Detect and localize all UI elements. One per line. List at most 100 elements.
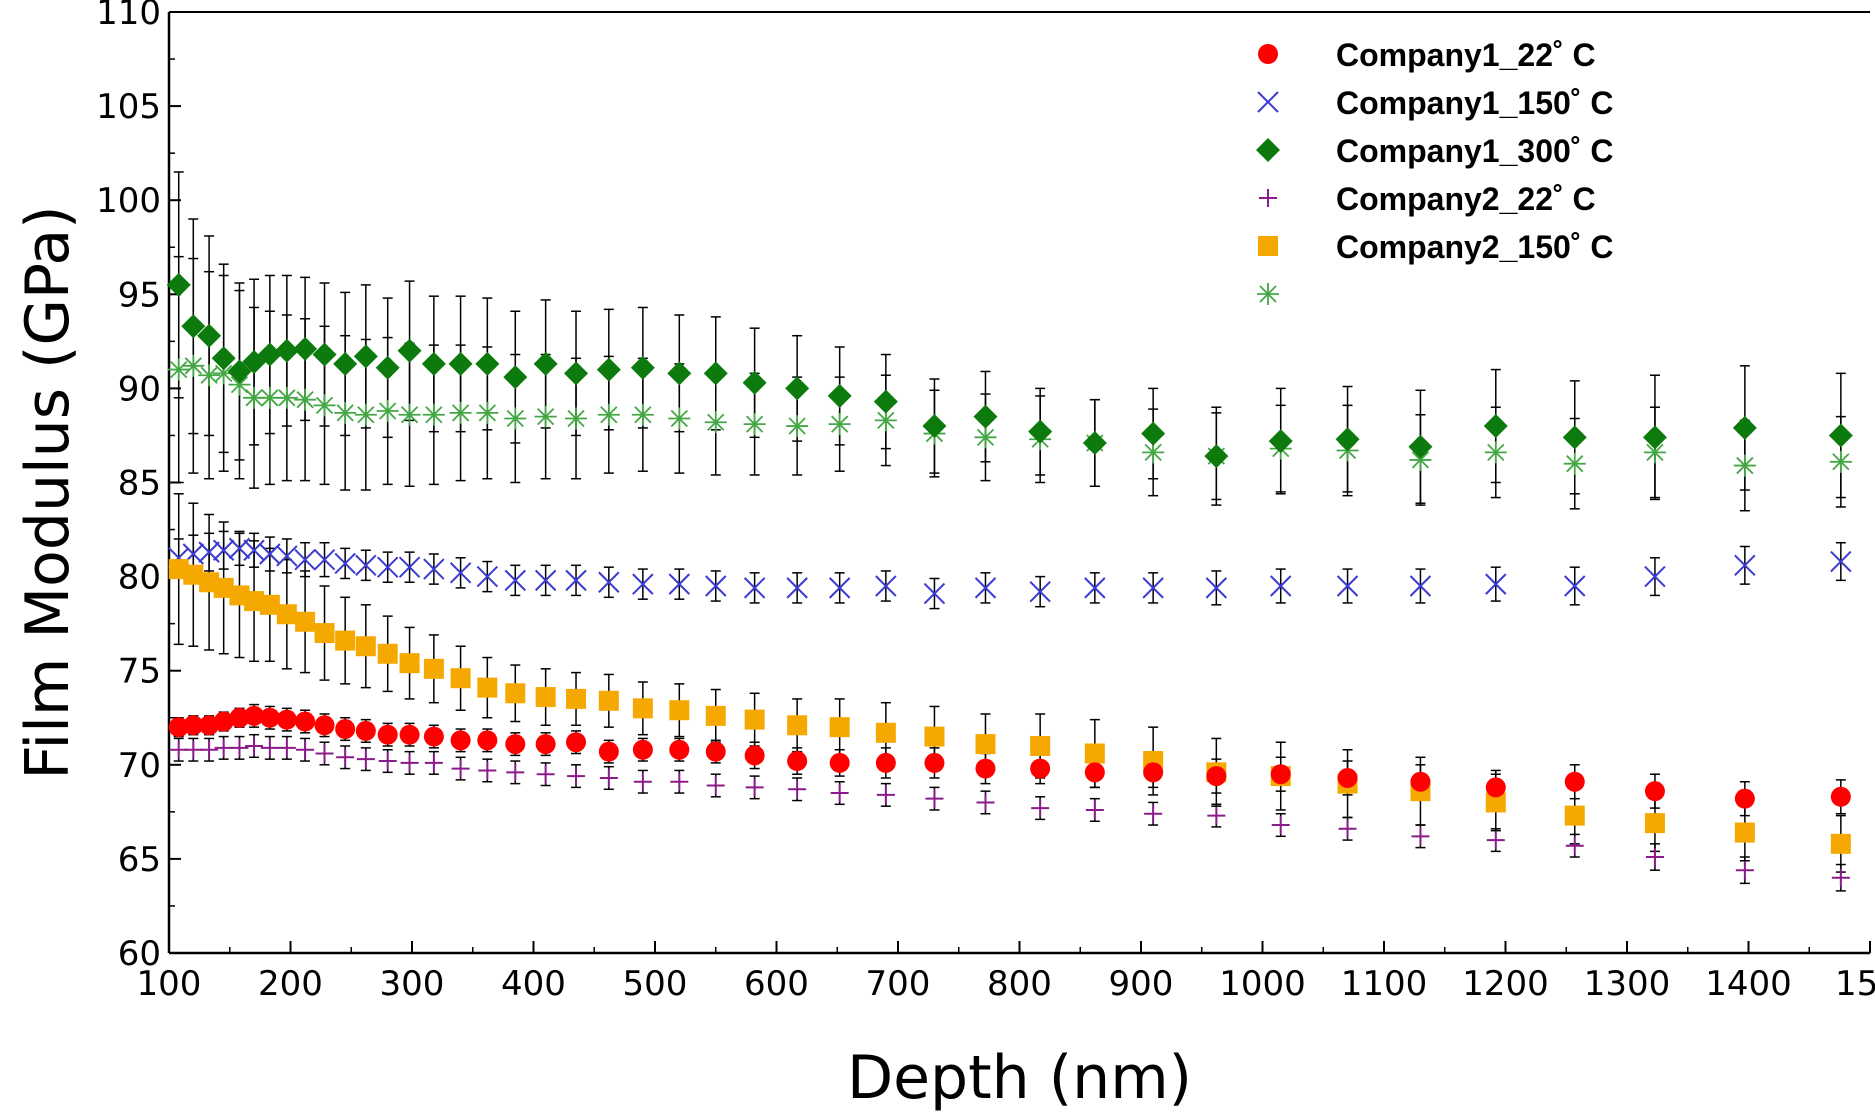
data-point [505,734,526,755]
data-point [975,758,996,779]
data-point [335,719,356,740]
legend-marker [1259,189,1277,207]
marker-shape [1258,236,1278,256]
data-point [1734,788,1755,809]
marker-shape [1084,743,1105,764]
data-point [448,351,473,376]
marker-shape [1204,444,1229,469]
marker-shape [630,355,655,380]
marker-stroke [357,406,375,424]
x-tick-label: 100 [137,964,202,1004]
data-point [923,582,946,605]
marker-stroke [313,548,336,571]
data-point [669,739,690,760]
data-point [1486,831,1505,850]
data-point [827,383,852,408]
marker-shape [564,361,589,386]
marker-stroke [1566,455,1584,473]
marker-shape [669,700,690,721]
data-point [378,752,397,771]
data-point [276,604,297,625]
data-point [631,403,654,426]
data-point [244,705,265,726]
data-point [1031,799,1050,818]
data-point [506,763,525,782]
data-point [275,386,298,409]
data-point [400,753,419,772]
data-point [1337,767,1358,788]
data-point [828,577,851,599]
marker-shape [505,683,526,704]
data-point [1270,764,1291,785]
y-tick-label: 80 [118,558,161,598]
data-point [1410,771,1431,792]
marker-shape [213,711,234,732]
data-point [599,768,618,787]
legend-marker [1257,91,1279,113]
data-point [478,761,497,780]
data-point [334,552,356,575]
data-point [211,346,236,371]
marker-stroke [245,389,263,407]
data-point [259,543,281,565]
data-point [667,361,692,386]
marker-stroke [1142,577,1164,599]
marker-shape [1141,421,1166,446]
x-tick-label: 400 [501,964,566,1004]
data-point [1483,414,1508,439]
data-point [259,707,280,728]
data-point [668,407,691,430]
data-point [399,653,420,674]
marker-stroke [398,556,421,578]
data-point [475,351,500,376]
marker-stroke [1084,577,1106,599]
x-tick-label: 1000 [1219,964,1306,1004]
data-point [1141,421,1166,446]
x-tick-label: 200 [258,964,323,1004]
x-tick-label: 600 [744,964,809,1004]
y-tick-label: 110 [96,0,161,33]
x-tick-label: 300 [380,964,445,1004]
marker-shape [1564,771,1585,792]
data-point [257,342,282,367]
data-point [924,752,945,773]
marker-shape [423,658,444,679]
marker-shape [829,717,850,738]
marker-stroke [506,409,524,428]
data-point [787,715,808,736]
x-tick-label: 1300 [1584,964,1671,1004]
data-point [1336,575,1359,597]
marker-shape [1408,434,1433,459]
data-point [422,403,445,426]
marker-shape [295,711,316,732]
data-point [181,314,206,339]
marker-shape [1030,735,1051,756]
data-point [1409,575,1432,597]
data-point [786,415,809,438]
legend-marker [1256,138,1280,162]
marker-shape [450,730,471,751]
data-point [355,554,377,577]
marker-stroke [376,556,399,578]
marker-stroke [828,577,851,599]
x-tick-label: 1100 [1341,964,1428,1004]
data-point [703,361,728,386]
marker-shape [399,653,420,674]
marker-shape [477,730,498,751]
data-point [1082,430,1107,455]
data-point [355,720,376,741]
data-point [1335,427,1360,452]
marker-shape [596,357,621,382]
marker-stroke [200,366,218,384]
marker-stroke [632,573,654,595]
data-point [504,407,527,430]
marker-shape [197,323,222,348]
marker-shape [450,668,471,689]
legend-label: Company1_150˚ C [1336,85,1613,121]
marker-shape [335,630,356,651]
data-point [1735,861,1754,880]
marker-shape [377,643,398,664]
marker-stroke [259,543,281,565]
data-point [668,573,691,595]
marker-shape [744,745,765,766]
